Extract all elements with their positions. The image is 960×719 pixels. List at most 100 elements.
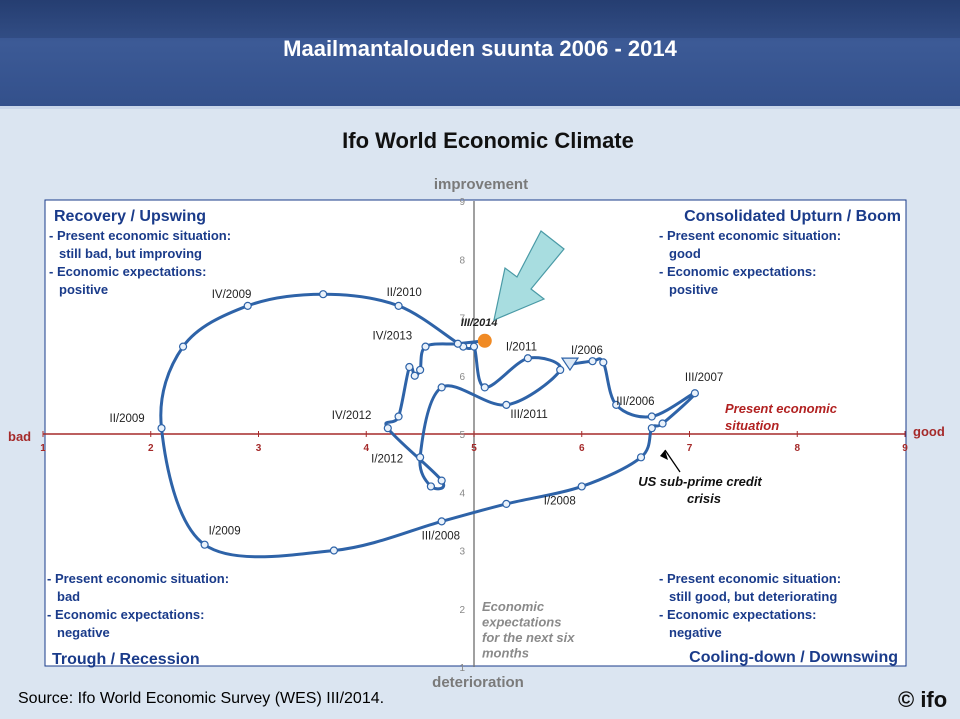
point-label: IV/2013 — [373, 331, 413, 343]
quadrant-boom-line: - Present economic situation: — [659, 228, 841, 243]
axis-label-bad: bad — [8, 429, 31, 444]
quadrant-texts: Recovery / Upswing - Present economic sit… — [47, 208, 901, 668]
expectations-label-line: expectations — [482, 615, 561, 630]
y-tick-label: 8 — [459, 255, 465, 266]
expectations-label-line: for the next six — [482, 630, 575, 645]
point-label: III/2014 — [461, 317, 498, 329]
x-tick-label: 9 — [902, 443, 908, 454]
data-point-marker — [157, 424, 166, 433]
point-label: II/2010 — [387, 287, 422, 299]
data-point-marker — [636, 453, 646, 462]
axis-label-improvement: improvement — [434, 176, 528, 193]
data-point-marker — [405, 362, 414, 372]
point-label: I/2012 — [371, 453, 403, 465]
present-situation-label-1: Present economic — [725, 401, 838, 416]
data-point-marker — [612, 400, 621, 409]
data-point-marker — [588, 357, 597, 366]
axis-label-good: good — [913, 424, 945, 439]
point-label: III/2007 — [685, 372, 723, 384]
data-point-marker — [437, 383, 446, 392]
data-point-marker — [647, 412, 656, 421]
x-tick-label: 8 — [794, 443, 800, 454]
x-tick-label: 6 — [579, 443, 585, 454]
data-point-marker — [599, 358, 608, 367]
axes-group: bad good 1 2 3 4 5 6 7 8 9 1 2 3 4 5 6 7 8 9 Present economi… — [8, 197, 945, 674]
slide-header: Maailmantalouden suunta 2006 - 2014 — [0, 0, 960, 109]
quadrant-boom-line: - Economic expectations: — [659, 264, 816, 279]
quadrant-title-downswing: Cooling-down / Downswing — [689, 649, 898, 666]
data-point-marker — [383, 424, 392, 433]
quadrant-recovery-line: positive — [59, 282, 108, 297]
quadrant-downswing-line: still good, but deteriorating — [669, 589, 837, 604]
y-tick-label: 4 — [459, 488, 465, 499]
chart-title-group: Ifo World Economic Climate improvement det… — [342, 128, 634, 691]
data-point-marker — [658, 419, 667, 428]
highlight-arrow — [493, 230, 565, 321]
data-point-marker — [437, 476, 446, 485]
y-tick-label: 5 — [459, 430, 465, 441]
present-situation-label-2: situation — [725, 418, 779, 433]
data-point-marker — [243, 301, 252, 310]
quadrant-trough-line: bad — [57, 589, 80, 604]
y-tick-label: 3 — [459, 547, 465, 558]
quadrant-boom-line: positive — [669, 282, 718, 297]
x-tick-label: 2 — [148, 443, 154, 454]
quadrant-trough-line: - Present economic situation: — [47, 571, 229, 586]
expectations-label-line: months — [482, 646, 529, 661]
quadrant-title-boom: Consolidated Upturn / Boom — [684, 208, 901, 225]
data-point-marker — [690, 389, 699, 398]
quadrant-title-recovery: Recovery / Upswing — [54, 208, 206, 225]
data-point-marker — [421, 342, 430, 351]
slide-title: Maailmantalouden suunta 2006 - 2014 — [283, 36, 677, 61]
data-point-marker — [453, 339, 462, 348]
x-tick-label: 4 — [363, 443, 369, 454]
data-point-marker — [319, 290, 328, 299]
point-label: III/2008 — [422, 530, 460, 542]
x-tick-label: 3 — [256, 443, 262, 454]
current-point-marker — [477, 333, 492, 348]
data-point-marker — [178, 342, 188, 351]
quadrant-recovery-line: still bad, but improving — [59, 246, 202, 261]
quadrant-downswing-line: - Present economic situation: — [659, 571, 841, 586]
point-label: I/2011 — [506, 341, 537, 353]
data-point-marker — [647, 424, 656, 433]
data-point-marker — [523, 354, 532, 363]
quadrant-recovery-line: - Present economic situation: — [49, 228, 231, 243]
quadrant-trough-line: - Economic expectations: — [47, 607, 204, 622]
quadrant-title-trough: Trough / Recession — [52, 651, 200, 668]
point-label: I/2006 — [571, 345, 603, 357]
quadrant-downswing-line: - Economic expectations: — [659, 607, 816, 622]
ifo-logo: © ifo — [898, 687, 948, 712]
y-tick-label: 6 — [459, 372, 465, 383]
header-divider — [0, 106, 960, 109]
data-point-marker — [480, 383, 489, 392]
data-point-marker — [556, 365, 565, 375]
y-tick-label: 1 — [459, 663, 465, 674]
data-point-marker — [502, 499, 511, 508]
annotation-line-1: US sub-prime credit — [638, 474, 762, 489]
data-point-marker — [394, 412, 403, 421]
annotation-line-2: crisis — [687, 491, 721, 506]
quadrant-downswing-line: negative — [669, 625, 722, 640]
data-point-marker — [426, 482, 435, 491]
y-tick-label: 7 — [459, 314, 465, 325]
climate-curve — [159, 292, 697, 559]
x-tick-label: 7 — [687, 443, 693, 454]
data-point-marker — [394, 301, 403, 310]
plot-area — [44, 199, 907, 667]
annotation-group: US sub-prime credit crisis — [493, 230, 762, 506]
point-label: IV/2009 — [212, 289, 252, 301]
x-tick-label: 1 — [40, 443, 46, 454]
point-label: III/2011 — [510, 409, 548, 421]
data-point-marker — [329, 546, 339, 555]
annotation-pointer — [664, 449, 681, 473]
data-point-marker — [469, 342, 479, 351]
x-tick-label: 5 — [471, 443, 477, 454]
y-tick-label: 9 — [459, 197, 465, 208]
quadrant-boom-line: good — [669, 246, 701, 261]
expectations-label-line: Economic — [482, 599, 545, 614]
axis-label-deterioration: deterioration — [432, 674, 524, 691]
point-label: I/2009 — [209, 526, 241, 538]
point-label: III/2006 — [616, 396, 654, 408]
